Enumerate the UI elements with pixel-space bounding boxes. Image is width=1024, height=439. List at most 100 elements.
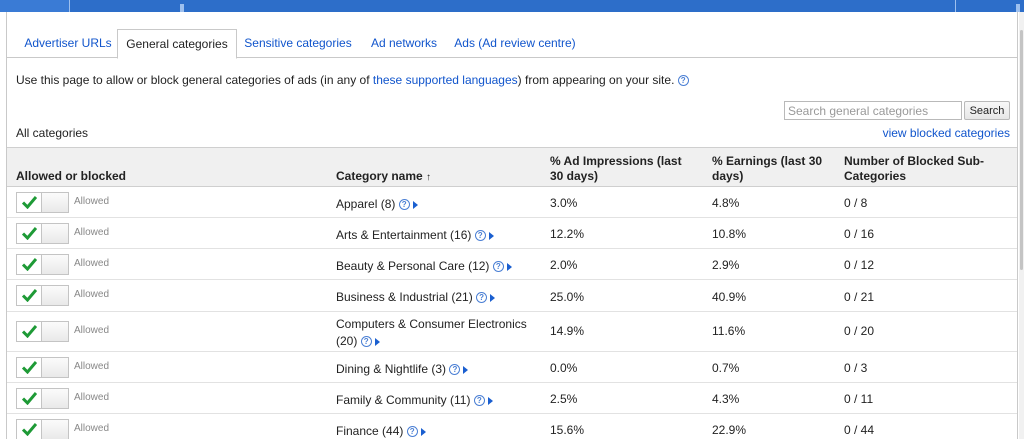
earnings-value: 4.8% xyxy=(712,196,740,210)
blocked-subcategories-value: 0 / 12 xyxy=(844,258,875,272)
blocked-subcategories-value: 0 / 11 xyxy=(844,392,874,406)
category-name-text[interactable]: Dining & Nightlife (3) xyxy=(336,362,447,376)
allow-block-toggle[interactable] xyxy=(16,285,69,306)
category-name-text[interactable]: Business & Industrial (21) xyxy=(336,290,473,304)
category-name-text[interactable]: Computers & Consumer Electronics xyxy=(336,317,527,331)
category-name-count[interactable]: (20) xyxy=(336,334,358,348)
expand-arrow-icon[interactable] xyxy=(374,338,380,346)
top-nav-segment[interactable] xyxy=(0,0,70,12)
allow-block-toggle[interactable] xyxy=(16,357,69,378)
column-header-category-name[interactable]: Category name ↑ xyxy=(336,169,431,185)
intro-text: Use this page to allow or block general … xyxy=(16,73,689,87)
table-row: Allowed Family & Community (11) ? 2.5% 4… xyxy=(7,383,1017,414)
search-button[interactable]: Search xyxy=(964,101,1010,120)
category-name: Apparel (8) ? xyxy=(336,197,418,212)
category-name: Dining & Nightlife (3) ? xyxy=(336,362,469,377)
category-name: Beauty & Personal Care (12) ? xyxy=(336,259,512,274)
supported-languages-link[interactable]: these supported languages xyxy=(372,73,518,87)
tab-sensitive-categories[interactable]: Sensitive categories xyxy=(244,36,352,50)
content-frame xyxy=(6,12,1018,439)
category-name: Family & Community (11) ? xyxy=(336,393,493,408)
allow-block-toggle[interactable] xyxy=(16,388,69,409)
impressions-value: 0.0% xyxy=(550,361,578,375)
status-label: Allowed xyxy=(74,325,110,336)
help-icon[interactable]: ? xyxy=(476,292,488,303)
help-icon[interactable]: ? xyxy=(492,261,504,272)
tab-advertiser-urls[interactable]: Advertiser URLs xyxy=(24,36,112,50)
earnings-value: 40.9% xyxy=(712,290,747,304)
earnings-value: 10.8% xyxy=(712,227,747,241)
category-name: Arts & Entertainment (16) ? xyxy=(336,228,494,243)
tab-ad-review-centre[interactable]: Ads (Ad review centre) xyxy=(454,36,576,50)
checkmark-icon xyxy=(22,325,37,338)
expand-arrow-icon[interactable] xyxy=(420,428,426,436)
status-label: Allowed xyxy=(74,289,110,300)
table-row: Allowed Dining & Nightlife (3) ? 0.0% 0.… xyxy=(7,352,1017,383)
checkmark-icon xyxy=(22,196,37,209)
all-categories-label: All categories xyxy=(16,126,89,140)
category-name-text[interactable]: Beauty & Personal Care (12) xyxy=(336,259,490,273)
tab-ad-networks[interactable]: Ad networks xyxy=(370,36,438,50)
blocked-subcategories-value: 0 / 21 xyxy=(844,290,875,304)
earnings-value: 2.9% xyxy=(712,258,740,272)
status-label: Allowed xyxy=(74,258,110,269)
checkmark-icon xyxy=(22,392,37,405)
tab-general-categories[interactable]: General categories xyxy=(117,29,237,59)
category-name-text[interactable]: Arts & Entertainment (16) xyxy=(336,228,472,242)
impressions-value: 12.2% xyxy=(550,227,585,241)
checkmark-icon xyxy=(22,258,37,271)
help-icon[interactable]: ? xyxy=(360,336,372,347)
impressions-value: 2.0% xyxy=(550,258,578,272)
blocked-subcategories-value: 0 / 3 xyxy=(844,361,868,375)
expand-arrow-icon[interactable] xyxy=(487,397,493,405)
blocked-subcategories-value: 0 / 20 xyxy=(844,324,875,338)
scrollbar-thumb[interactable] xyxy=(1020,30,1023,270)
help-icon[interactable]: ? xyxy=(677,75,689,86)
allow-block-toggle[interactable] xyxy=(16,223,69,244)
sort-ascending-icon: ↑ xyxy=(426,172,432,183)
help-icon[interactable]: ? xyxy=(406,426,418,437)
expand-arrow-icon[interactable] xyxy=(488,232,494,240)
search-general-categories-input[interactable] xyxy=(784,101,962,120)
column-header-category-name-label: Category name xyxy=(336,169,423,183)
help-icon[interactable]: ? xyxy=(449,364,461,375)
column-header-impressions: % Ad Impressions (last 30 days) xyxy=(550,154,682,184)
expand-arrow-icon[interactable] xyxy=(506,263,512,271)
expand-arrow-icon[interactable] xyxy=(490,294,496,302)
category-name-text[interactable]: Apparel (8) xyxy=(336,197,396,211)
allow-block-toggle[interactable] xyxy=(16,254,69,275)
earnings-value: 0.7% xyxy=(712,361,740,375)
category-name: Business & Industrial (21) ? xyxy=(336,290,496,305)
top-navigation-bar xyxy=(0,0,1024,12)
checkmark-icon xyxy=(22,423,37,436)
column-header-status: Allowed or blocked xyxy=(16,169,127,183)
category-name-text[interactable]: Finance (44) xyxy=(336,424,404,438)
tab-bar: Advertiser URLs General categories Sensi… xyxy=(7,29,1017,59)
help-icon[interactable]: ? xyxy=(473,395,485,406)
earnings-value: 11.6% xyxy=(712,324,746,338)
table-row: Allowed Computers & Consumer Electronics… xyxy=(7,312,1017,352)
intro-text-after: ) from appearing on your site. xyxy=(517,73,675,87)
allow-block-toggle[interactable] xyxy=(16,321,69,342)
allow-block-toggle[interactable] xyxy=(16,192,69,213)
column-header-earnings-line2: days) xyxy=(712,169,744,183)
table-row: Allowed Apparel (8) ? 3.0% 4.8% 0 / 8 xyxy=(7,187,1017,218)
earnings-value: 22.9% xyxy=(712,423,747,437)
category-name-text[interactable]: Family & Community (11) xyxy=(336,393,471,407)
impressions-value: 3.0% xyxy=(550,196,578,210)
column-header-earnings-line1: % Earnings (last 30 xyxy=(712,154,823,168)
column-header-impressions-line1: % Ad Impressions (last xyxy=(550,154,682,168)
status-label: Allowed xyxy=(74,227,110,238)
allow-block-toggle[interactable] xyxy=(16,419,69,439)
blocked-subcategories-value: 0 / 44 xyxy=(844,423,875,437)
expand-arrow-icon[interactable] xyxy=(412,201,418,209)
help-icon[interactable]: ? xyxy=(474,230,486,241)
view-blocked-categories-link[interactable]: view blocked categories xyxy=(882,126,1010,140)
top-nav-divider xyxy=(1016,4,1020,12)
blocked-subcategories-value: 0 / 16 xyxy=(844,227,875,241)
help-icon[interactable]: ? xyxy=(398,199,410,210)
table-row: Allowed Finance (44) ? 15.6% 22.9% 0 / 4… xyxy=(7,414,1017,439)
category-name: Finance (44) ? xyxy=(336,424,426,439)
column-header-blocked-line1: Number of Blocked Sub- xyxy=(844,154,985,168)
expand-arrow-icon[interactable] xyxy=(463,366,469,374)
